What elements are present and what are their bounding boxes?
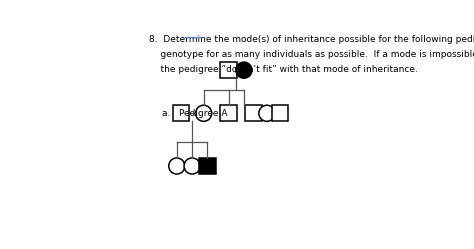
Bar	[246, 105, 262, 121]
Circle shape	[259, 105, 275, 121]
Circle shape	[169, 158, 185, 174]
Text: 8.  Determine the mode(s) of inheritance possible for the following pedigrees.  : 8. Determine the mode(s) of inheritance …	[149, 35, 474, 44]
Circle shape	[184, 158, 200, 174]
Bar	[272, 105, 288, 121]
Text: a.   Pedigree A: a. Pedigree A	[163, 110, 228, 119]
Text: the pedigree “doesn’t fit” with that mode of inheritance.: the pedigree “doesn’t fit” with that mod…	[149, 65, 418, 74]
Circle shape	[236, 62, 252, 78]
Bar	[220, 62, 237, 78]
Bar	[200, 158, 216, 174]
Bar	[220, 105, 237, 121]
Text: genotype for as many individuals as possible.  If a mode is impossible, indicate: genotype for as many individuals as poss…	[149, 50, 474, 59]
Bar	[173, 105, 189, 121]
Circle shape	[196, 105, 212, 121]
